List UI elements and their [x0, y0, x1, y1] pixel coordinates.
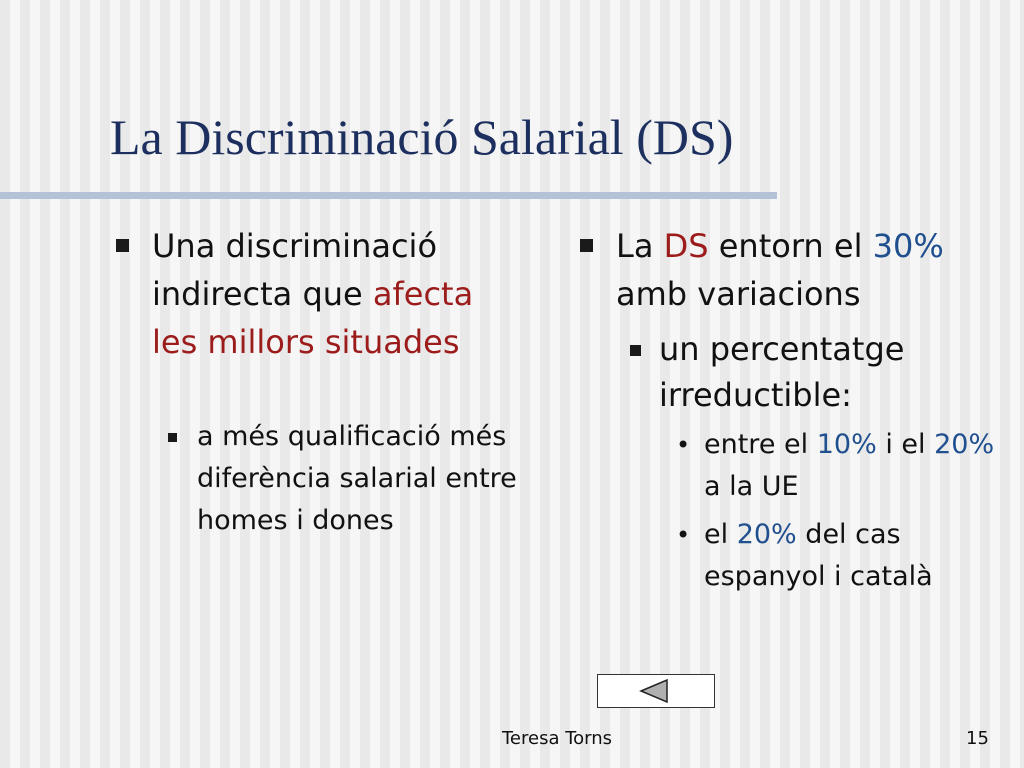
page-number: 15: [966, 728, 989, 749]
bullet: [630, 345, 641, 356]
slide-title: La Discriminació Salarial (DS): [110, 109, 734, 165]
bullet: •: [676, 521, 691, 549]
text-run: amb variacions: [616, 275, 861, 313]
bullet-item: a més qualificació més diferència salari…: [112, 416, 522, 542]
bullet: [116, 239, 129, 252]
back-button[interactable]: [597, 674, 715, 708]
text-run: a la UE: [704, 471, 799, 502]
bullet: •: [676, 431, 691, 459]
text-run: 30%: [872, 227, 944, 265]
text-run: i el: [876, 429, 935, 460]
bullet-item: • el 20% del cas espanyol i català: [576, 514, 1006, 598]
bullet-item: • entre el 10% i el 20% a la UE: [576, 424, 1006, 508]
text-run: entorn el: [708, 227, 873, 265]
text-run: DS: [663, 227, 709, 265]
bullet: [168, 433, 177, 442]
text-run: 10%: [816, 429, 877, 460]
left-column: Una discriminació indirecta que afecta l…: [112, 222, 522, 542]
right-column: La DS entorn el 30% amb variacions un per…: [576, 222, 1006, 598]
bullet-item: un percentatge irreductible:: [576, 326, 1006, 418]
text-run: el: [704, 519, 737, 550]
text-run: Una discriminació indirecta que: [152, 227, 438, 313]
bullet: [580, 239, 593, 252]
text-run: afecta les millors situades: [152, 275, 474, 361]
text-run: del cas espanyol i català: [704, 519, 933, 592]
text-run: a més qualificació més diferència salari…: [197, 421, 517, 536]
text-run: 20%: [934, 429, 995, 460]
bullet-item: Una discriminació indirecta que afecta l…: [112, 222, 522, 366]
text-run: 20%: [736, 519, 797, 550]
text-run: La: [616, 227, 664, 265]
text-run: entre el: [704, 429, 817, 460]
bullet-item: La DS entorn el 30% amb variacions: [576, 222, 1006, 318]
title-rule: [0, 192, 777, 199]
footer-author: Teresa Torns: [502, 728, 613, 749]
text-run: un percentatge irreductible:: [659, 330, 905, 414]
